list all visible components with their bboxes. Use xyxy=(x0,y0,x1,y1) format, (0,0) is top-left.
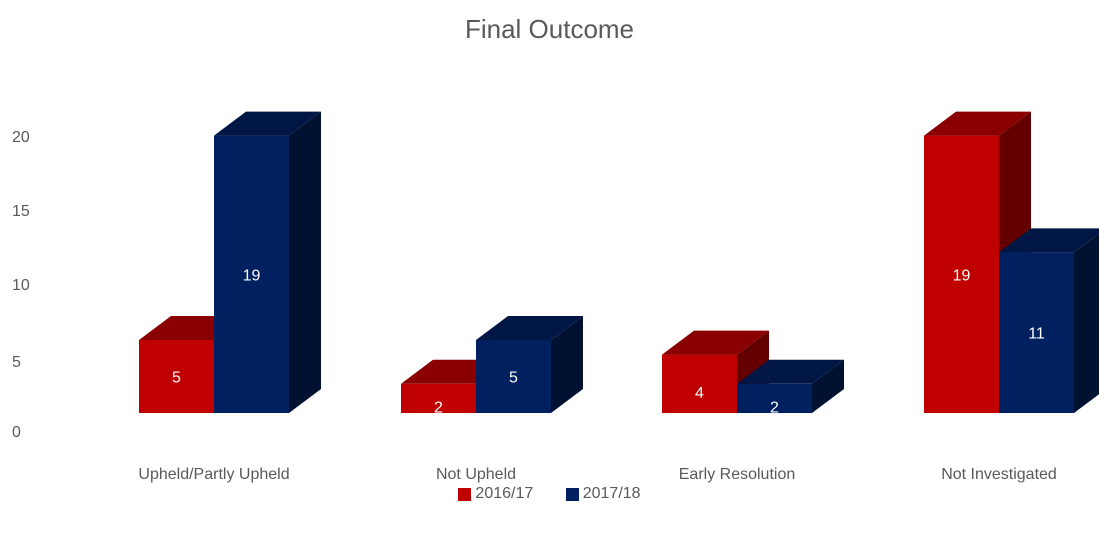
legend-label-series-1: 2016/17 xyxy=(475,485,534,502)
bar-top-face xyxy=(662,330,769,355)
data-label: 11 xyxy=(1028,326,1045,343)
legend-label-series-2: 2017/18 xyxy=(582,485,641,502)
legend: 2016/17 2017/18 xyxy=(0,485,1099,506)
bar-side-face xyxy=(1074,233,1099,413)
chart-title: Final Outcome xyxy=(464,14,635,44)
bar-4-series-2: 11 xyxy=(999,228,1099,413)
y-tick-label-5: 5 xyxy=(12,354,21,371)
x-category-label-2: Not Upheld xyxy=(436,466,516,483)
bar-side-face xyxy=(289,111,321,413)
data-label: 5 xyxy=(509,370,518,387)
y-tick-label-0: 0 xyxy=(12,424,21,441)
y-tick-label-15: 15 xyxy=(12,203,30,220)
bar-front xyxy=(924,135,999,413)
bar-top-face xyxy=(476,316,583,340)
legend-swatch-series-2 xyxy=(565,487,579,501)
y-tick-label-10: 10 xyxy=(12,277,30,294)
data-label: 19 xyxy=(243,267,261,284)
data-label: 5 xyxy=(172,370,181,387)
bar-side-face xyxy=(551,316,583,413)
x-category-label-1: Upheld/Partly Upheld xyxy=(138,466,289,483)
data-label: 4 xyxy=(695,385,704,402)
bar-front xyxy=(214,135,289,413)
bar-front xyxy=(139,340,214,413)
legend-item-series-1: 2016/17 xyxy=(458,485,533,503)
x-category-label-4: Not Investigated xyxy=(941,466,1057,483)
data-label: 2 xyxy=(434,399,443,416)
bar-front xyxy=(662,354,737,413)
bar-2-series-2: 5 xyxy=(476,316,583,413)
bar-front xyxy=(476,340,551,413)
bar-1-series-2: 19 xyxy=(214,111,321,413)
legend-swatch-series-1 xyxy=(458,487,472,501)
data-label: 19 xyxy=(953,267,971,284)
bar-top-face xyxy=(999,228,1099,253)
legend-item-series-2: 2017/18 xyxy=(565,485,641,503)
data-label: 2 xyxy=(770,399,779,416)
bar-front xyxy=(401,383,476,413)
bar-side-face xyxy=(812,359,844,413)
x-category-label-3: Early Resolution xyxy=(679,466,796,483)
bar-top-face xyxy=(924,111,1031,136)
bar-front xyxy=(737,383,812,413)
bar-top-face xyxy=(737,359,844,384)
bar-top-face xyxy=(214,111,321,136)
y-tick-label-20: 20 xyxy=(12,129,30,146)
bar-3-series-2: 2 xyxy=(737,359,844,416)
bar-front xyxy=(999,252,1074,413)
